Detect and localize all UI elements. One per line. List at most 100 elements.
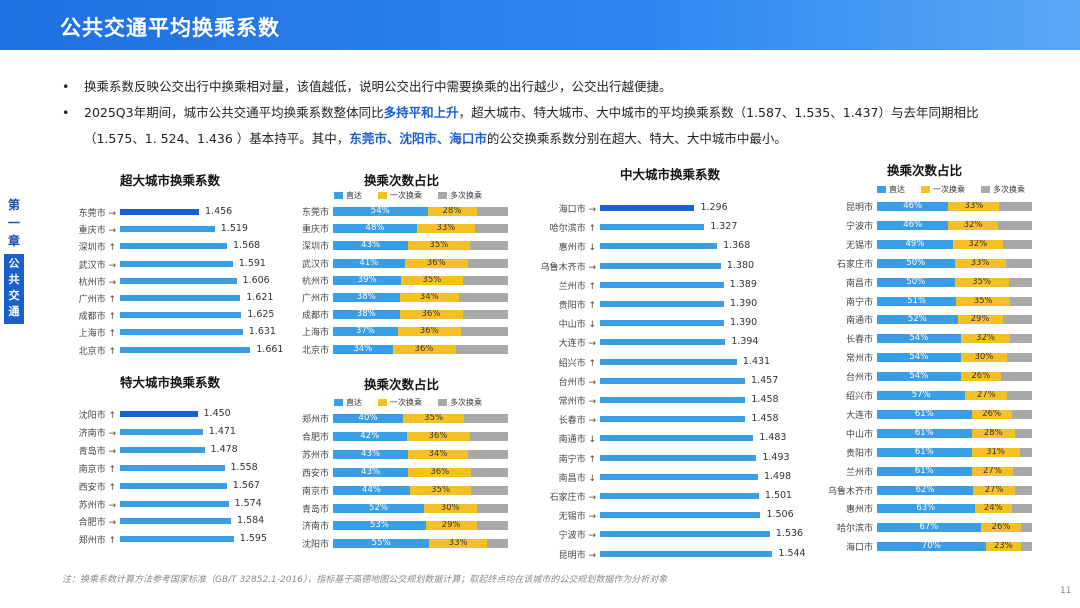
large_share-segment-2: 35%: [410, 485, 472, 495]
large_share-category-label: 苏州市: [273, 447, 329, 461]
mega_coef-value-label: 1.456: [205, 206, 233, 217]
bullet-2: 2025Q3年期间，城市公共交通平均换乘系数整体同比多持平和上升，超大城市、特大…: [62, 100, 1062, 152]
large_share-legend: 直达 一次换乘 多次换乘: [334, 397, 498, 408]
mega_share-legend-item: 一次换乘: [378, 190, 422, 201]
mid_coef-bar: [600, 377, 746, 384]
mid_share-legend-item: 一次换乘: [921, 184, 965, 195]
mid_share-segment-1: 49%: [877, 239, 953, 249]
mid_coef-category-label: 大连市 →: [520, 334, 596, 350]
mega_coef-bar: [120, 243, 227, 250]
mid_coef-value-label: 1.458: [751, 413, 779, 425]
mid_share-category-label: 无锡市: [817, 237, 873, 251]
mid_coef-category-text: 南昌市 ↓: [558, 473, 596, 484]
mid_share-segment-2: 26%: [971, 409, 1012, 419]
large_share-legend-item: 一次换乘: [378, 397, 422, 408]
large_coef-category-label: 南京市 ↑: [40, 460, 116, 476]
large_coef-category-label: 郑州市 ↑: [40, 531, 116, 547]
mid_share-category-text: 大连市: [845, 410, 873, 421]
mega_share-segment-2: 35%: [408, 241, 470, 251]
mega_share-category-text: 上海市: [301, 328, 329, 339]
mega_share-segment-1: 37%: [333, 327, 398, 337]
large_coef-category-text: 南京市 ↑: [78, 464, 116, 475]
large_share-category-text: 苏州市: [301, 450, 329, 461]
mid_coef-bar: [600, 339, 726, 346]
large_share-category-text: 郑州市: [301, 415, 329, 425]
mid_coef-title: 中大城市换乘系数: [620, 167, 721, 182]
large_share-category-label: 青岛市: [273, 501, 329, 515]
mega_share-segment-3: [469, 241, 508, 251]
mega_share-segment-2: 34%: [399, 293, 459, 302]
mid_coef-category-label: 南通市 ↓: [520, 430, 596, 446]
mega_share-category-label: 成都市: [273, 307, 329, 321]
mid_coef-value-label: 1.501: [764, 490, 793, 501]
large_share-category-text: 沈阳市: [301, 540, 329, 551]
mid_share-segment-3: [1014, 428, 1032, 438]
mid_coef-category-text: 海口市 →: [558, 205, 596, 215]
large_coef-category-label: 西安市 ↑: [40, 478, 116, 494]
mid_share-category-text: 宁波市: [845, 221, 873, 232]
large_coef-category-text: 苏州市 →: [78, 500, 116, 511]
large_coef-value-label: 1.478: [210, 443, 238, 455]
mega_coef-bar: [120, 277, 237, 284]
mega_share-segment-2: 35%: [401, 275, 463, 285]
mid_coef-bar: [600, 281, 724, 288]
large_share-legend-text: 一次换乘: [390, 398, 422, 407]
large_share-segment-1: 44%: [333, 485, 410, 495]
mid_coef-category-text: 大连市 →: [558, 339, 596, 350]
mega_share-legend-swatch: [378, 192, 387, 199]
mid_coef-category-text: 绍兴市 ↑: [558, 358, 596, 369]
large_coef-bar: [120, 500, 229, 507]
mega_coef-category-label: 北京市 ↑: [40, 342, 116, 358]
mid_coef-value-label: 1.457: [751, 374, 779, 386]
mid_coef-value-label: 1.544: [778, 547, 806, 559]
large_share-legend-swatch: [438, 399, 447, 406]
mid_share-segment-1: 67%: [877, 523, 981, 533]
mega_coef-category-text: 广州市 ↑: [78, 295, 116, 305]
bullet-2-text-2: ，超大城市、特大城市、大中城市的平均换乘系数（1.587、1.535、1.437…: [458, 105, 979, 120]
mid_coef-value-label: 1.327: [710, 221, 738, 233]
large_coef-bar: [120, 411, 198, 417]
mid_coef-category-label: 乌鲁木齐市 →: [520, 258, 596, 274]
mid_share-category-label: 哈尔滨市: [817, 520, 873, 534]
mega_share-category-label: 杭州市: [273, 273, 329, 287]
mid_share-category-text: 乌鲁木齐市: [827, 486, 873, 497]
mega_share-category-label: 重庆市: [273, 221, 329, 235]
large_coef-category-text: 沈阳市 ↑: [78, 411, 116, 421]
mid_share-segment-3: [1002, 239, 1032, 249]
mid_share-segment-1: 61%: [877, 447, 972, 457]
mid_coef-category-label: 兰州市 ↑: [520, 277, 596, 293]
mid_share-category-label: 海口市: [817, 539, 873, 553]
large_coef-value-label: 1.450: [203, 408, 231, 419]
mid_share-segment-3: [1011, 504, 1032, 514]
large_share-segment-2: 36%: [406, 431, 470, 441]
mid_coef-category-text: 常州市 →: [558, 397, 596, 407]
large_share-segment-1: 42%: [333, 431, 407, 441]
mid_share-segment-2: 30%: [960, 353, 1008, 363]
mega_coef-value-label: 1.591: [238, 257, 266, 269]
large_coef-category-label: 合肥市 →: [40, 513, 116, 529]
mid_share-segment-2: 33%: [954, 258, 1006, 268]
large_coef-value-label: 1.574: [234, 497, 262, 509]
mid_coef-category-label: 常州市 →: [520, 392, 596, 408]
mid_share-category-label: 兰州市: [817, 464, 873, 478]
mid_share-legend-text: 直达: [889, 185, 905, 194]
mega_share-segment-3: [476, 207, 508, 216]
large_coef-value-label: 1.567: [232, 479, 260, 491]
mid_share-segment-3: [999, 202, 1032, 211]
mid_share-segment-2: 26%: [980, 523, 1022, 533]
mid_coef-bar: [600, 320, 724, 327]
large_share-category-text: 青岛市: [301, 504, 329, 515]
mid_share-segment-3: [1010, 334, 1032, 344]
mega_share-segment-3: [467, 258, 508, 268]
mid_share-segment-2: 23%: [985, 542, 1022, 552]
mid_coef-value-label: 1.394: [731, 336, 759, 348]
mid_coef-category-label: 台州市 →: [520, 373, 596, 389]
mid_share-category-label: 南通市: [817, 312, 873, 326]
mid_coef-category-text: 宁波市 →: [558, 531, 596, 542]
mega_share-legend: 直达 一次换乘 多次换乘: [334, 190, 498, 201]
mid_coef-bar: [600, 301, 724, 307]
mega_coef-bar: [120, 226, 215, 233]
mega_share-category-text: 东莞市: [301, 208, 329, 218]
mid_coef-category-text: 无锡市 →: [558, 512, 596, 523]
large_share-segment-2: 29%: [425, 521, 477, 531]
